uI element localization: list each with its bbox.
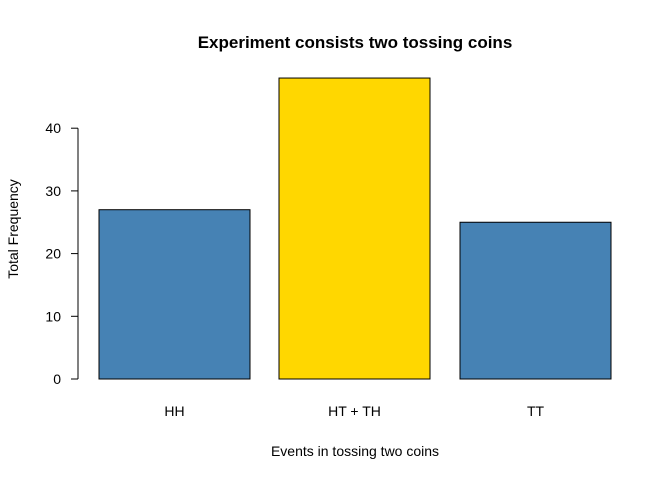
bar-tt	[459, 221, 612, 380]
chart-title: Experiment consists two tossing coins	[198, 33, 513, 52]
y-axis-label: Total Frequency	[5, 179, 21, 279]
bars-group	[98, 77, 612, 380]
y-tick-label: 20	[45, 246, 61, 262]
x-tick-label: HH	[164, 403, 184, 419]
y-tick-label: 10	[45, 308, 61, 324]
x-axis-label: Events in tossing two coins	[271, 443, 439, 459]
y-axis: 0 10 20 30 40	[45, 120, 79, 387]
x-tick-labels: HH HT + TH TT	[164, 403, 544, 419]
x-tick-label: HT + TH	[328, 403, 381, 419]
y-tick-label: 30	[45, 183, 61, 199]
y-tick-label: 40	[45, 120, 61, 136]
bar-ht-th	[278, 77, 431, 380]
bar-hh	[98, 209, 251, 380]
y-tick-label: 0	[53, 371, 61, 387]
x-tick-label: TT	[527, 403, 545, 419]
